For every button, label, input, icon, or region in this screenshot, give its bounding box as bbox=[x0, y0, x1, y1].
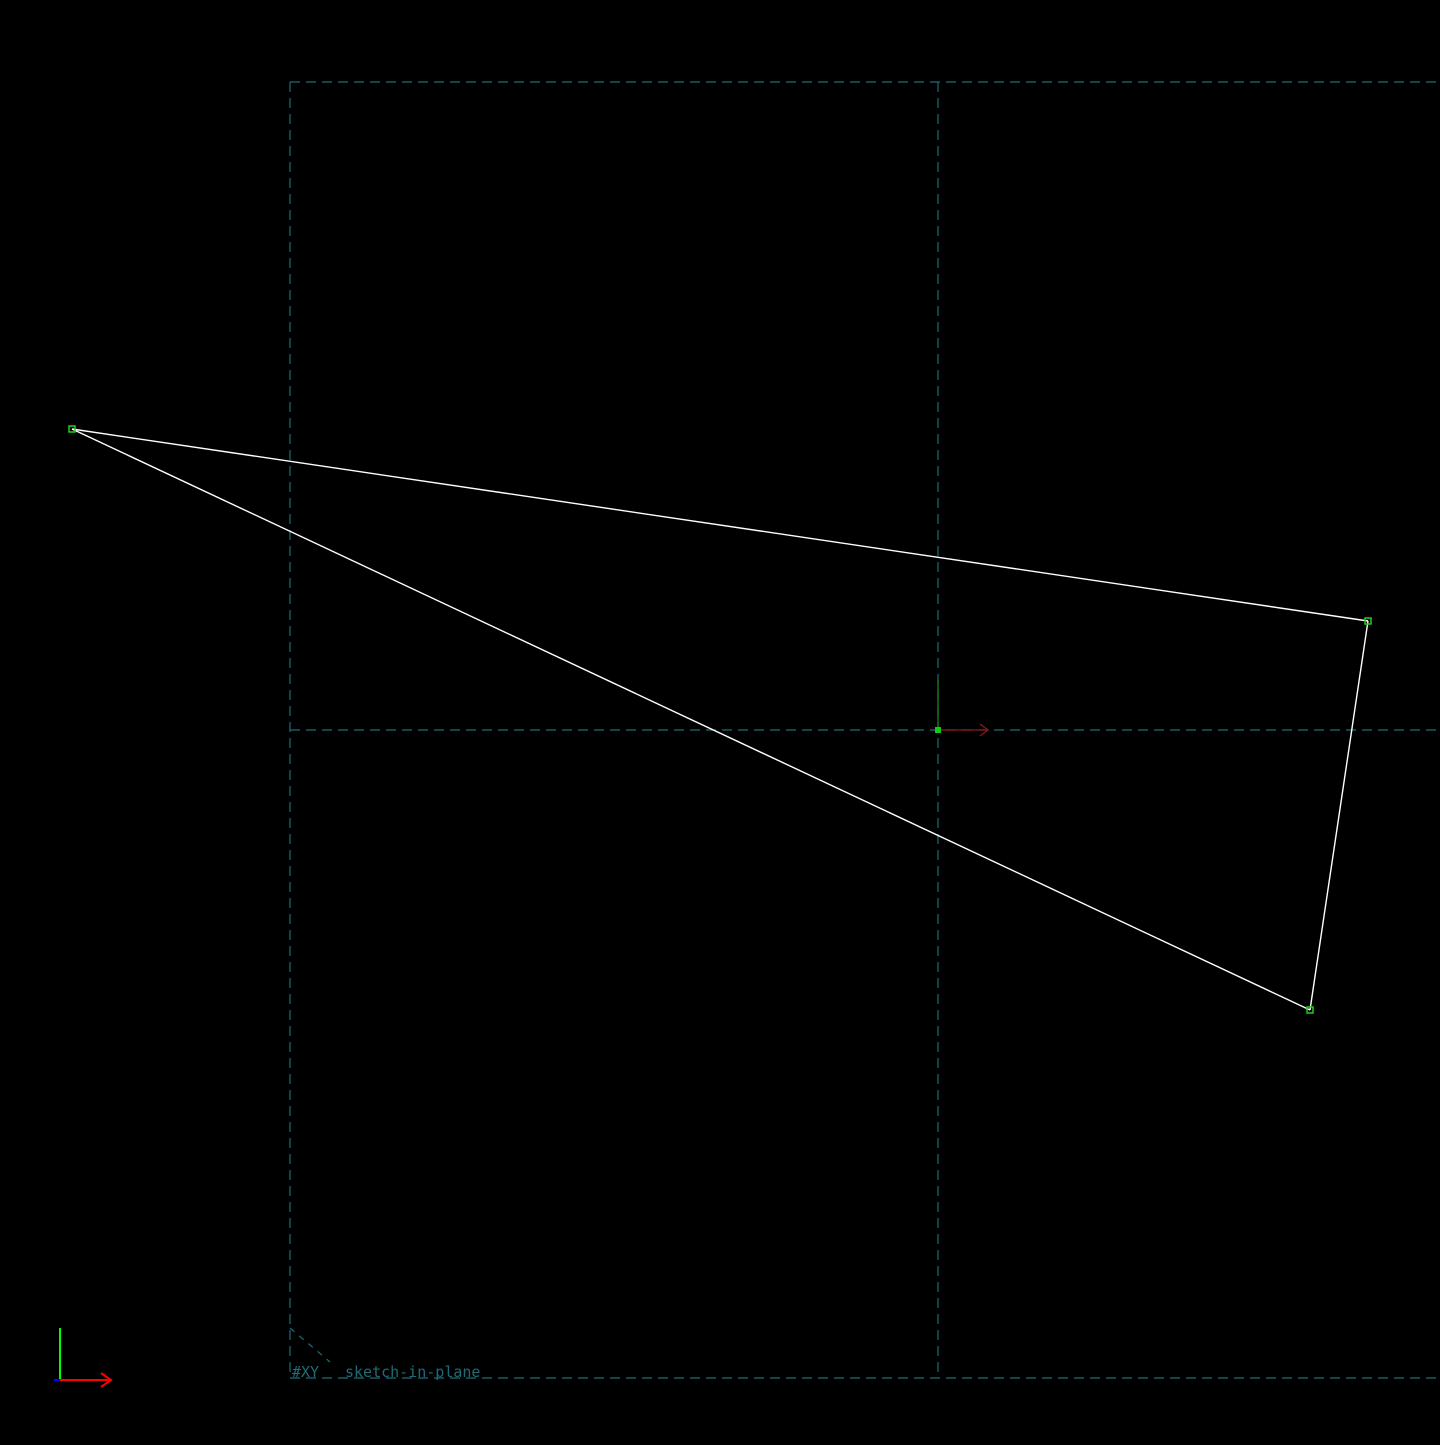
sketch-point-right-bottom[interactable] bbox=[1306, 1006, 1314, 1014]
sketch-point-left[interactable] bbox=[68, 425, 76, 433]
workplane-sublabel: sketch-in-plane bbox=[345, 1363, 480, 1381]
origin-x-arrowhead bbox=[979, 723, 989, 737]
sketch-profile[interactable] bbox=[68, 425, 1372, 1014]
sketch-line-top[interactable] bbox=[71, 428, 1369, 622]
sketch-line-diagonal[interactable] bbox=[71, 428, 1311, 1011]
origin-point[interactable] bbox=[935, 727, 941, 733]
sketch-origin[interactable] bbox=[935, 680, 989, 737]
view-triad bbox=[54, 1328, 113, 1388]
triad-x-arrowhead bbox=[100, 1372, 113, 1388]
workplane-corner-marker bbox=[289, 1327, 331, 1363]
workplane-label: #XY bbox=[292, 1363, 319, 1381]
sketch-line-right[interactable] bbox=[1309, 620, 1369, 1011]
sketch-point-right-top[interactable] bbox=[1364, 617, 1372, 625]
workplane-xy[interactable]: #XY sketch-in-plane bbox=[289, 81, 1440, 1381]
